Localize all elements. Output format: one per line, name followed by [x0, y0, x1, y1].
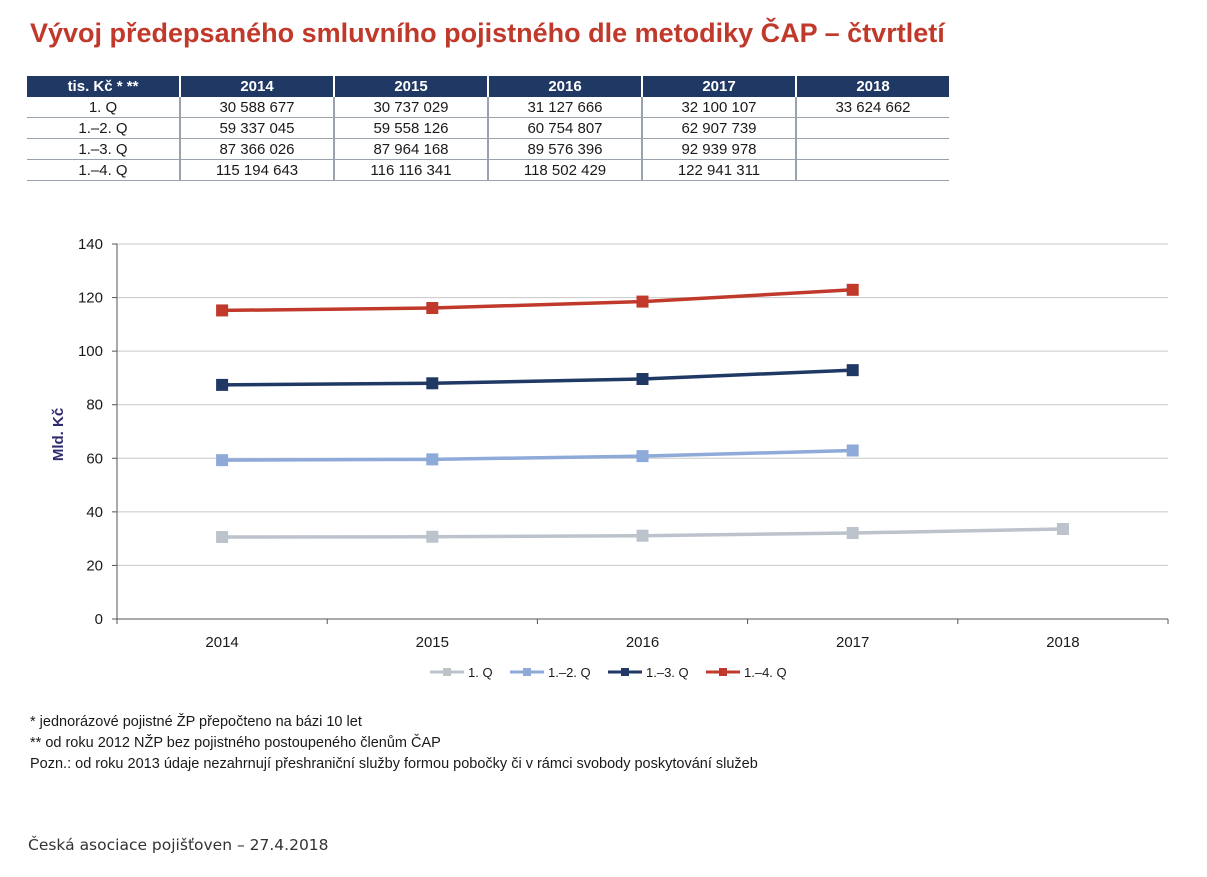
data-point [426, 302, 439, 315]
table-cell: 33 624 662 [796, 97, 949, 118]
table-cell: 87 964 168 [334, 138, 489, 160]
y-tick-label: 40 [86, 504, 103, 521]
data-point [636, 295, 649, 308]
table-header-row: tis. Kč * ** 2014 2015 2016 2017 2018 [27, 76, 949, 97]
table-cell: 1. Q [27, 97, 181, 118]
table-cell [796, 138, 949, 160]
table-cell [796, 117, 949, 139]
footnotes: * jednorázové pojistné ŽP přepočteno na … [30, 712, 758, 775]
legend-label: 1.–2. Q [548, 665, 591, 680]
table-header-cell: 2014 [180, 76, 335, 97]
data-point [216, 304, 229, 317]
table-cell: 89 576 396 [488, 138, 643, 160]
y-tick-label: 140 [78, 236, 103, 253]
y-tick-label: 100 [78, 343, 103, 360]
y-tick-label: 60 [86, 450, 103, 467]
data-point [636, 373, 649, 385]
line-chart: 0 20 40 60 80 100 120 140 2014 2015 2016 2017 2018 Ml… [50, 236, 1169, 680]
footnote: * jednorázové pojistné ŽP přepočteno na … [30, 714, 362, 730]
table-header-cell: 2017 [642, 76, 797, 97]
data-table: tis. Kč * ** 2014 2015 2016 2017 2018 1.… [27, 76, 949, 181]
series-line [222, 448, 853, 462]
table-cell: 31 127 666 [488, 97, 643, 118]
data-point [636, 529, 649, 542]
data-point [426, 530, 439, 543]
table-cell: 92 939 978 [642, 138, 797, 160]
y-tick-label: 120 [78, 290, 103, 307]
table-cell: 116 116 341 [334, 159, 489, 181]
data-point [636, 450, 649, 463]
table-cell: 115 194 643 [180, 159, 335, 181]
table-cell [796, 159, 949, 181]
footer-source: Česká asociace pojišťoven – 27.4.2018 [28, 836, 329, 854]
table-cell: 59 337 045 [180, 117, 335, 139]
legend-marker [719, 668, 727, 676]
table-header-cell: 2018 [796, 76, 949, 97]
legend-label: 1. Q [468, 665, 493, 680]
table-cell: 87 366 026 [180, 138, 335, 160]
table-cell: 30 588 677 [180, 97, 335, 118]
legend-label: 1.–4. Q [744, 665, 787, 680]
table-row: 1. Q 30 588 677 30 737 029 31 127 666 32… [27, 97, 949, 118]
data-point [846, 364, 859, 377]
series-line [222, 368, 853, 387]
x-tick-label: 2017 [836, 634, 869, 651]
table-cell: 1.–2. Q [27, 117, 181, 139]
table-row: 1.–4. Q 115 194 643 116 116 341 118 502 … [27, 159, 949, 181]
data-point [426, 453, 439, 466]
table-cell: 32 100 107 [642, 97, 797, 118]
table-cell: 59 558 126 [334, 117, 489, 139]
table-header-cell: 2015 [334, 76, 489, 97]
y-axis-label: Mld. Kč [50, 408, 67, 461]
data-point [846, 444, 859, 457]
series-line [222, 288, 853, 313]
y-tick-label: 80 [86, 397, 103, 414]
data-point [1056, 523, 1069, 535]
table-cell: 30 737 029 [334, 97, 489, 118]
data-point [216, 378, 229, 391]
legend-label: 1.–3. Q [646, 665, 689, 680]
y-tick-label: 0 [95, 611, 103, 628]
table-cell: 1.–4. Q [27, 159, 181, 181]
table-header-cell: tis. Kč * ** [27, 76, 181, 97]
x-tick-label: 2014 [205, 634, 238, 651]
data-point [216, 454, 229, 467]
table-cell: 118 502 429 [488, 159, 643, 181]
page-title: Vývoj předepsaného smluvního pojistného … [30, 18, 945, 48]
data-point [846, 283, 859, 296]
data-point [846, 527, 859, 540]
table-cell: 1.–3. Q [27, 138, 181, 160]
footnote: ** od roku 2012 NŽP bez pojistného posto… [30, 735, 441, 751]
table-row: 1.–2. Q 59 337 045 59 558 126 60 754 807… [27, 117, 949, 139]
table-cell: 60 754 807 [488, 117, 643, 139]
table-cell: 62 907 739 [642, 117, 797, 139]
y-tick-label: 20 [86, 557, 103, 574]
x-tick-label: 2016 [626, 634, 659, 651]
data-point [426, 377, 439, 390]
legend-marker [523, 668, 531, 676]
legend-marker [443, 668, 451, 676]
x-tick-label: 2015 [416, 634, 449, 651]
footnote: Pozn.: od roku 2013 údaje nezahrnují pře… [30, 756, 758, 772]
table-row: 1.–3. Q 87 366 026 87 964 168 89 576 396… [27, 138, 949, 160]
legend-marker [621, 668, 629, 676]
table-header-cell: 2016 [488, 76, 643, 97]
x-tick-label: 2018 [1046, 634, 1079, 651]
data-point [216, 531, 229, 544]
table-cell: 122 941 311 [642, 159, 797, 181]
